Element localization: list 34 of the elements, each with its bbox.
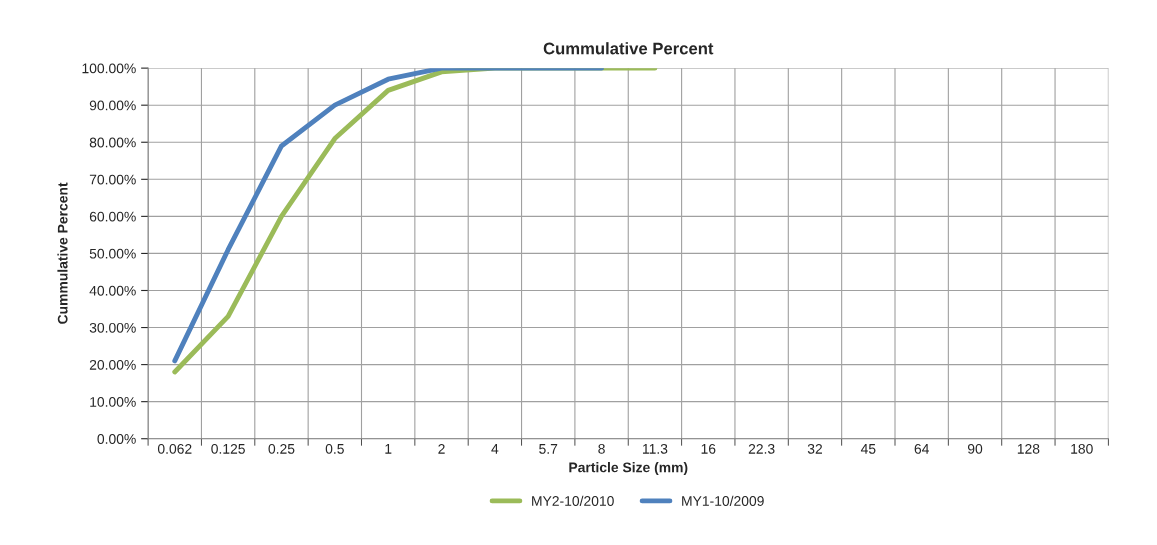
x-axis-title: Particle Size (mm) bbox=[569, 462, 688, 476]
y-tick-label: 50.00% bbox=[89, 248, 136, 259]
x-tick-label: 180 bbox=[1071, 443, 1093, 454]
x-tick-label: 5.7 bbox=[539, 444, 558, 454]
x-tick-label: 64 bbox=[914, 443, 929, 454]
x-tick-label: 45 bbox=[860, 444, 876, 454]
y-tick-label: 80.00% bbox=[89, 137, 136, 148]
x-tick-label: 1 bbox=[385, 444, 392, 454]
x-tick-label: 90 bbox=[967, 443, 983, 454]
x-tick-label: 0.062 bbox=[157, 443, 192, 454]
y-tick-label: 100.00% bbox=[82, 63, 136, 74]
x-tick-label: 11.3 bbox=[642, 443, 668, 454]
y-tick-label: 90.00% bbox=[89, 100, 136, 111]
y-tick-label: 60.00% bbox=[89, 211, 136, 222]
y-tick-label: 20.00% bbox=[89, 359, 136, 370]
x-tick-label: 8 bbox=[598, 443, 605, 454]
x-tick-label: 128 bbox=[1017, 443, 1040, 454]
x-tick-label: 0.5 bbox=[325, 443, 344, 454]
x-tick-label: 22.3 bbox=[748, 443, 775, 454]
y-tick-label: 0.00% bbox=[97, 434, 136, 444]
legend-label: MY1-10/2009 bbox=[682, 495, 764, 506]
y-tick-label: 70.00% bbox=[89, 174, 136, 185]
x-tick-label: 32 bbox=[807, 443, 823, 454]
legend-label: MY2-10/2010 bbox=[532, 495, 614, 506]
y-tick-label: 10.00% bbox=[90, 397, 136, 407]
x-tick-label: 0.25 bbox=[268, 443, 295, 454]
y-axis-title: Cummulative Percent bbox=[57, 182, 68, 324]
x-tick-label: 2 bbox=[438, 443, 445, 454]
chart-title: Cummulative Percent bbox=[543, 42, 714, 55]
y-tick-label: 40.00% bbox=[89, 285, 136, 296]
y-tick-label: 30.00% bbox=[89, 322, 136, 333]
x-tick-label: 16 bbox=[701, 443, 716, 454]
x-tick-label: 4 bbox=[491, 444, 499, 454]
x-tick-label: 0.125 bbox=[211, 443, 245, 454]
